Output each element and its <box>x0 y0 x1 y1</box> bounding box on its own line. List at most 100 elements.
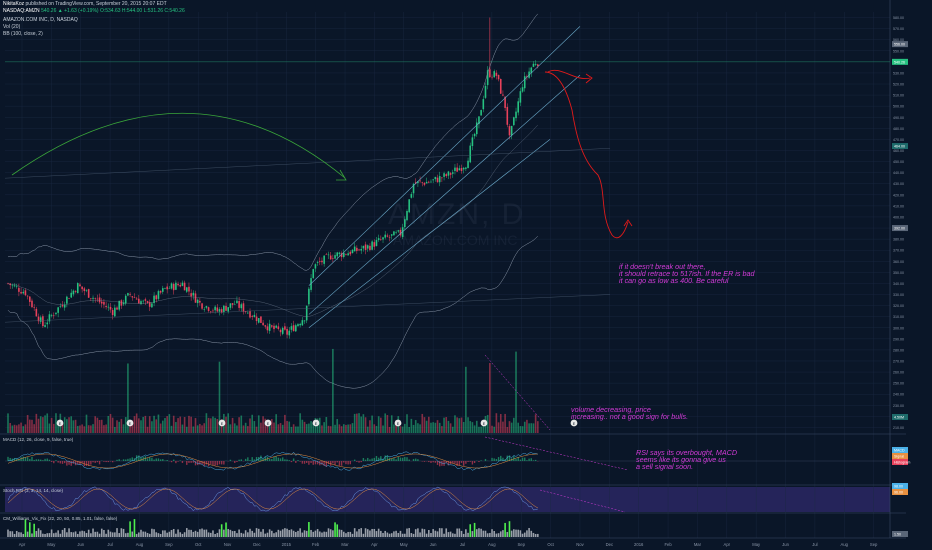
macd-histogram-bar <box>111 461 114 463</box>
macd-histogram-bar <box>312 461 314 465</box>
vix-bar <box>318 531 321 537</box>
candle-body <box>412 183 415 194</box>
vix-bar <box>515 529 517 537</box>
macd-histogram-bar <box>66 461 68 466</box>
volume-bar <box>120 418 123 433</box>
macd-histogram-bar <box>199 461 201 465</box>
volume-bar <box>404 423 406 433</box>
volume-bar <box>209 418 212 433</box>
volume-bar <box>236 425 238 433</box>
x-tick-label: Jul <box>460 542 465 547</box>
volume-bar <box>266 425 269 433</box>
candle-body <box>59 305 62 307</box>
badge-volume: 4.50M <box>894 416 904 420</box>
vix-bar <box>216 532 219 537</box>
macd-histogram-bar <box>218 461 221 465</box>
y-tick-label: 210.00 <box>893 426 904 430</box>
pane-label-cm[interactable]: CM_Williams_Vix_Fix (22, 20, 50, 0.85, 1… <box>3 516 118 521</box>
volume-bar <box>153 415 155 433</box>
volume-bar <box>292 424 295 433</box>
macd-histogram-bar <box>301 461 304 464</box>
vix-bar <box>194 530 197 537</box>
badge-bb-mid-bg <box>892 143 908 150</box>
vix-bar <box>443 533 445 537</box>
vix-bar <box>397 532 400 537</box>
candle-body <box>465 167 467 169</box>
vix-bar <box>356 531 358 537</box>
macd-histogram-bar <box>452 461 454 464</box>
vix-bar <box>410 533 413 537</box>
vix-bar <box>349 531 352 537</box>
volume-bar <box>406 414 408 433</box>
volume-bar <box>534 414 537 433</box>
volume-bar <box>177 418 179 433</box>
candle-body <box>449 173 452 175</box>
macd-histogram-bar <box>349 461 352 465</box>
volume-bar <box>345 424 347 433</box>
volume-bar <box>131 420 134 433</box>
candle-body <box>151 303 153 308</box>
macd-histogram-bar <box>500 455 502 461</box>
vix-bar <box>384 530 386 537</box>
y-tick-label: 420.00 <box>893 193 904 197</box>
y-tick-label: 360.00 <box>893 260 904 264</box>
y-tick-label: 450.00 <box>893 160 904 164</box>
vix-bar <box>66 532 68 537</box>
volume-trend-line <box>484 354 551 431</box>
macd-histogram-bar <box>194 461 197 466</box>
macd-histogram-bar <box>284 459 286 461</box>
macd-histogram-bar <box>247 457 249 461</box>
vix-bar <box>506 531 509 537</box>
vix-bar <box>482 530 485 537</box>
x-tick-label: Apr <box>371 542 378 547</box>
y-tick-label: 230.00 <box>893 404 904 408</box>
vix-bar <box>190 529 192 537</box>
macd-histogram-bar <box>244 458 247 461</box>
macd-histogram-bar <box>303 461 306 464</box>
badge-stoch-k-bg <box>892 483 908 489</box>
vix-bar <box>419 532 421 537</box>
macd-histogram-bar <box>358 461 360 463</box>
vix-bar <box>68 528 70 537</box>
candle-body <box>462 167 465 170</box>
candle-body <box>146 301 149 303</box>
vix-bar <box>70 532 73 537</box>
study-bb[interactable]: BB (100, close, 2) <box>3 31 43 37</box>
vix-bar <box>353 528 356 537</box>
bb-upper <box>7 13 538 271</box>
candle-body <box>517 101 519 113</box>
vix-bar <box>473 522 476 537</box>
study-vol[interactable]: Vol (20) <box>3 24 21 30</box>
volume-bar <box>146 426 149 433</box>
volume-bar <box>342 424 345 433</box>
volume-bar <box>81 424 83 433</box>
volume-bar <box>384 413 386 433</box>
volume-bar <box>521 426 524 433</box>
candle-body <box>83 288 86 292</box>
volume-bar <box>318 417 321 433</box>
candle-body <box>508 126 511 136</box>
candle-body <box>155 295 158 300</box>
vix-bar <box>87 529 90 537</box>
volume-bar <box>353 413 356 433</box>
volume-bar <box>506 426 509 433</box>
x-tick-label: Nov <box>224 542 232 547</box>
macd-histogram-bar <box>131 457 133 461</box>
candle-body <box>50 315 53 316</box>
macd-histogram-bar <box>458 461 461 466</box>
vix-bar <box>159 533 162 537</box>
pane-label-macd[interactable]: MACD (12, 26, close, 9, false, true) <box>3 437 74 442</box>
macd-histogram-bar <box>44 458 46 461</box>
volume-bar <box>29 419 31 433</box>
vix-bar <box>338 529 341 537</box>
candle-body <box>316 262 319 263</box>
macd-histogram-bar <box>7 456 9 461</box>
vix-bar <box>441 528 443 537</box>
pane-label-stoch[interactable]: Stoch RSI (3, 3, 14, 14, close) <box>3 488 64 493</box>
vix-bar <box>98 533 101 537</box>
macd-histogram-bar <box>53 461 55 464</box>
vix-bar <box>227 529 230 537</box>
volume-bar <box>528 423 530 433</box>
macd-histogram-bar <box>31 456 33 461</box>
